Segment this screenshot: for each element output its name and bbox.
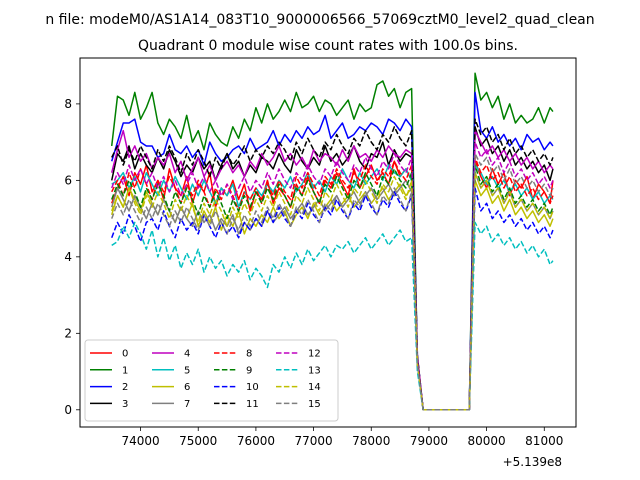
x-tick-label: 80000 [468,434,506,448]
y-tick-label: 0 [64,403,72,417]
series-layer [110,72,554,411]
series-line-13 [111,221,554,411]
legend-label-13: 13 [308,365,321,376]
legend-label-5: 5 [184,365,190,376]
axes-frame [79,57,577,428]
y-tick-label: 8 [64,97,72,111]
series-line-10 [111,187,554,411]
x-tick-label: 78000 [352,434,390,448]
legend-label-1: 1 [122,365,128,376]
plot-area: 74000 75000 76000 77000 78000 79000 80000 81000… [64,57,577,448]
chart-title: Quadrant 0 module wise count rates with … [138,38,518,54]
x-tick-label: 76000 [237,434,275,448]
legend-label-2: 2 [122,382,128,393]
x-axis-ticks: 74000 75000 76000 77000 78000 79000 80000 81000 [121,427,563,448]
series-line-15 [111,152,554,411]
x-tick-label: 75000 [179,434,217,448]
series-line-11 [111,118,554,411]
legend-label-4: 4 [184,349,190,360]
series-line-4 [110,129,554,411]
y-axis-ticks: 0 2 4 6 8 [64,97,80,417]
legend-label-0: 0 [122,349,128,360]
legend-label-8: 8 [246,349,252,360]
x-tick-label: 77000 [294,434,332,448]
x-tick-label: 79000 [410,434,448,448]
x-axis-offset-text: +5.139e8 [503,455,562,469]
series-line-14 [111,171,554,411]
series-line-2 [111,91,554,411]
legend-box [84,339,339,422]
figure-suptitle: n file: modeM0/AS1A14_083T10_9000006566_… [45,12,594,28]
legend-label-11: 11 [246,399,259,410]
legend-label-6: 6 [184,382,190,393]
legend-label-12: 12 [308,349,321,360]
y-tick-label: 2 [64,326,72,340]
y-tick-label: 6 [64,173,72,187]
legend-label-14: 14 [308,382,321,393]
x-tick-label: 81000 [525,434,563,448]
series-line-5 [111,164,554,411]
series-line-9 [111,164,554,411]
y-tick-label: 4 [64,250,72,264]
series-line-1 [110,72,554,411]
legend-label-3: 3 [122,399,128,410]
x-tick-label: 74000 [121,434,159,448]
legend-label-10: 10 [246,382,259,393]
legend-label-7: 7 [184,399,190,410]
legend-label-15: 15 [308,399,321,410]
legend-label-9: 9 [246,365,252,376]
series-line-12 [111,141,554,411]
